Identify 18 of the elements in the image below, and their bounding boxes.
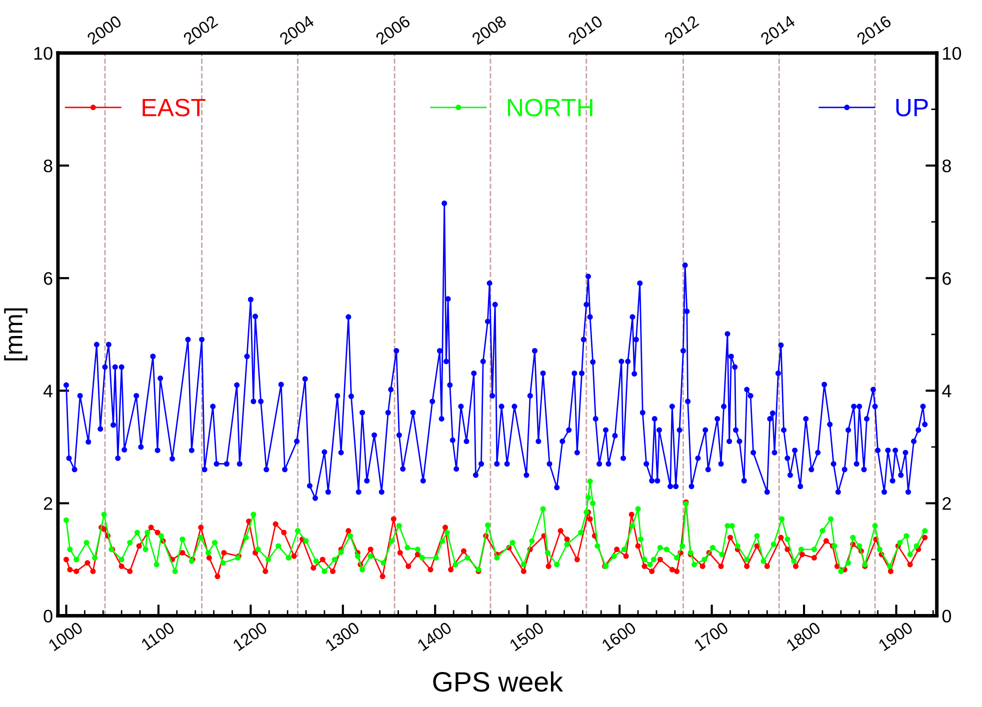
y2-tick-label: 0 bbox=[942, 610, 952, 623]
legend-label: EAST bbox=[142, 98, 206, 116]
y2-tick-label: 6 bbox=[942, 272, 951, 285]
x-axis-title: GPS week bbox=[433, 671, 564, 692]
y-tick-label: 0 bbox=[44, 610, 52, 623]
y2-tick-label: 2 bbox=[942, 497, 951, 510]
legend-label: UP bbox=[896, 98, 928, 116]
y-tick-label: 6 bbox=[44, 272, 52, 285]
y-axis-title: [mm] bbox=[4, 308, 28, 360]
legend-label: NORTH bbox=[508, 98, 592, 116]
y2-tick-label: 10 bbox=[943, 46, 962, 60]
x-tick-label: 1100 bbox=[140, 621, 176, 651]
y-tick-label: 8 bbox=[44, 160, 52, 172]
y-tick-label: 10 bbox=[34, 46, 52, 60]
y2-tick-label: 8 bbox=[942, 160, 951, 172]
y2-tick-label: 4 bbox=[942, 384, 952, 398]
y-tick-label: 4 bbox=[43, 384, 53, 398]
y-tick-label: 2 bbox=[44, 497, 52, 510]
